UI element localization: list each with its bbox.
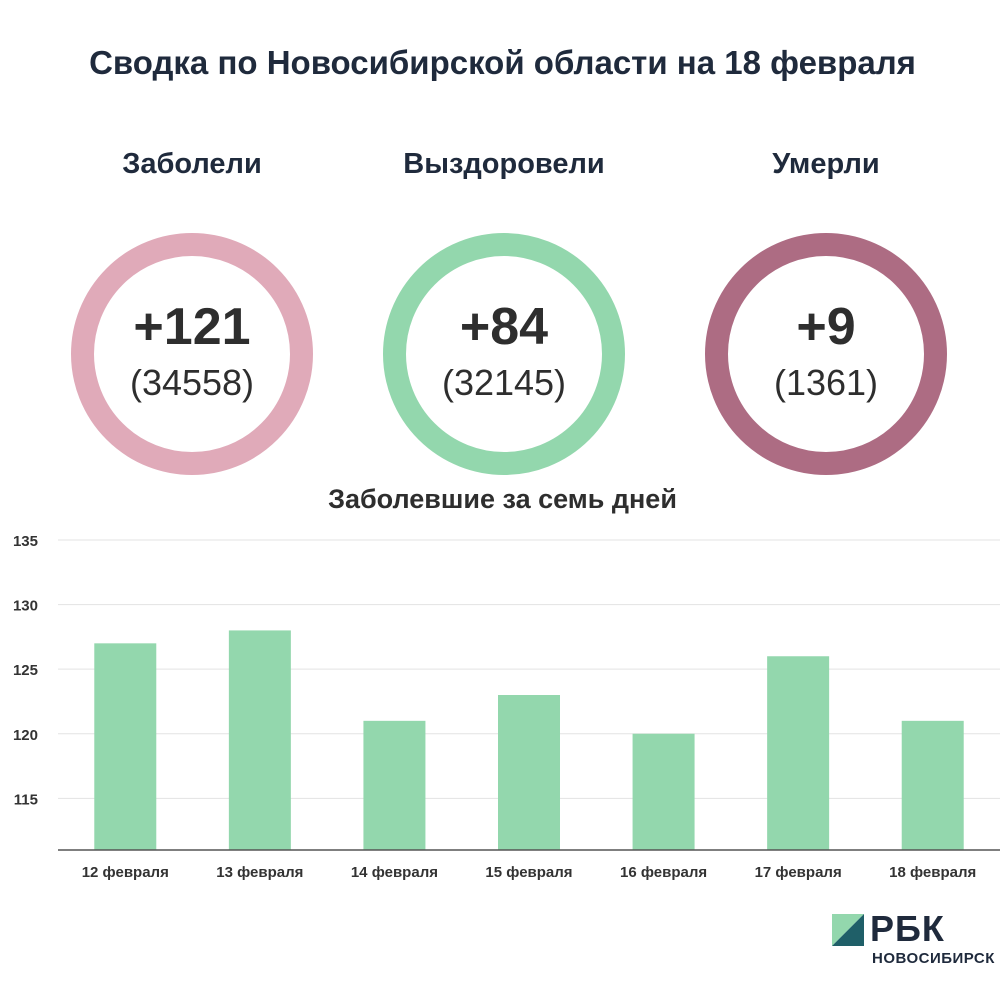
ring-infected: +121 (34558) (71, 233, 313, 475)
y-tick-label: 135 (13, 533, 38, 550)
bar (363, 720, 426, 850)
bar (767, 656, 830, 850)
stat-deaths: Умерли +9 (1361) (696, 148, 956, 475)
x-tick-label: 16 февраля (620, 864, 707, 881)
stat-label: Заболели (122, 148, 262, 180)
stat-daily-value: +84 (459, 298, 549, 356)
page-title: Сводка по Новосибирской области на 18 фе… (89, 44, 916, 81)
stat-label: Умерли (772, 148, 880, 180)
x-tick-label: 12 февраля (82, 864, 169, 881)
ring-recovered: +84 (32145) (383, 233, 625, 475)
logo-text: РБК (870, 908, 945, 949)
stat-daily-value: +121 (133, 298, 251, 356)
y-tick-label: 115 (14, 791, 38, 808)
bar (228, 630, 291, 850)
x-tick-label: 15 февраля (485, 864, 572, 881)
stat-total-value: (1361) (773, 362, 879, 403)
rbc-logo-mark-icon (832, 914, 864, 946)
chart-title: Заболевшие за семь дней (328, 484, 677, 514)
x-tick-label: 13 февраля (216, 864, 303, 881)
stat-total-value: (34558) (129, 362, 255, 403)
ring-deaths: +9 (1361) (705, 233, 947, 475)
y-tick-label: 120 (13, 727, 38, 744)
bar (94, 643, 157, 850)
bar (632, 733, 695, 850)
y-tick-label: 130 (13, 598, 38, 615)
bar-chart: 115 120 125 130 135 12 февраля 13 февраля 14 фе… (13, 533, 1000, 881)
stat-recovered: Выздоровели +84 (32145) (374, 148, 634, 475)
logo-subtitle: НОВОСИБИРСК (872, 950, 995, 967)
stat-total-value: (32145) (441, 362, 567, 403)
rbc-logo: РБК НОВОСИБИРСК (832, 908, 997, 974)
x-tick-label: 18 февраля (889, 864, 976, 881)
stat-label: Выздоровели (403, 148, 605, 180)
y-tick-label: 125 (13, 662, 38, 679)
x-tick-label: 14 февраля (351, 864, 438, 881)
bar (901, 720, 964, 850)
bar (498, 695, 560, 850)
stat-infected: Заболели +121 (34558) (62, 148, 322, 475)
stat-daily-value: +9 (796, 298, 856, 356)
x-tick-label: 17 февраля (755, 864, 842, 881)
